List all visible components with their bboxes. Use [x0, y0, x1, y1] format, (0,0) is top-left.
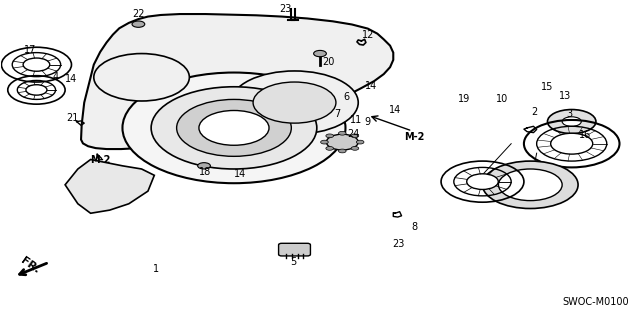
Circle shape [339, 131, 346, 135]
Text: 15: 15 [541, 82, 554, 93]
Circle shape [547, 109, 596, 134]
Text: 23: 23 [392, 239, 404, 249]
Text: 13: 13 [559, 91, 572, 101]
Text: 4: 4 [52, 72, 59, 82]
Circle shape [23, 58, 50, 71]
Text: 12: 12 [362, 30, 374, 40]
FancyBboxPatch shape [278, 243, 310, 256]
Text: 24: 24 [348, 129, 360, 139]
Text: M-2: M-2 [90, 154, 110, 165]
Text: 23: 23 [279, 4, 291, 14]
Text: 21: 21 [67, 113, 79, 123]
Circle shape [351, 134, 359, 138]
Text: 18: 18 [199, 167, 211, 176]
Text: 14: 14 [65, 74, 77, 84]
Circle shape [151, 87, 317, 169]
Circle shape [499, 169, 562, 201]
Text: 3: 3 [567, 109, 573, 119]
Text: 16: 16 [579, 130, 591, 140]
Text: 14: 14 [365, 81, 377, 91]
Circle shape [122, 72, 346, 183]
Text: M-2: M-2 [404, 132, 424, 142]
Circle shape [231, 71, 358, 134]
Text: SWOC-M0100: SWOC-M0100 [563, 297, 629, 307]
Circle shape [314, 50, 326, 57]
Circle shape [177, 100, 291, 156]
Text: 14: 14 [389, 105, 401, 115]
Text: FR.: FR. [19, 256, 42, 275]
Circle shape [132, 21, 145, 27]
Polygon shape [65, 160, 154, 213]
Text: 19: 19 [458, 94, 470, 104]
Circle shape [326, 134, 333, 138]
Circle shape [199, 110, 269, 145]
Circle shape [26, 85, 47, 95]
Text: 17: 17 [24, 45, 36, 56]
Circle shape [326, 134, 358, 150]
Text: 14: 14 [234, 169, 246, 179]
Text: 10: 10 [495, 94, 508, 104]
Circle shape [198, 163, 211, 169]
Text: 8: 8 [412, 221, 417, 232]
Circle shape [94, 54, 189, 101]
Text: 9: 9 [365, 117, 371, 127]
Text: 20: 20 [322, 57, 335, 67]
Text: 6: 6 [343, 92, 349, 102]
Polygon shape [81, 14, 394, 149]
Text: 22: 22 [132, 9, 145, 19]
Text: 2: 2 [531, 107, 537, 117]
Text: 1: 1 [152, 263, 159, 274]
Circle shape [339, 149, 346, 153]
Circle shape [321, 140, 328, 144]
Circle shape [550, 133, 593, 154]
Circle shape [483, 161, 578, 209]
Text: 7: 7 [334, 109, 340, 119]
Circle shape [562, 117, 581, 126]
Text: 11: 11 [349, 115, 362, 125]
Circle shape [351, 146, 359, 150]
Circle shape [253, 82, 336, 123]
Circle shape [356, 140, 364, 144]
Circle shape [326, 146, 333, 150]
Circle shape [467, 174, 499, 189]
Text: 5: 5 [290, 257, 296, 267]
